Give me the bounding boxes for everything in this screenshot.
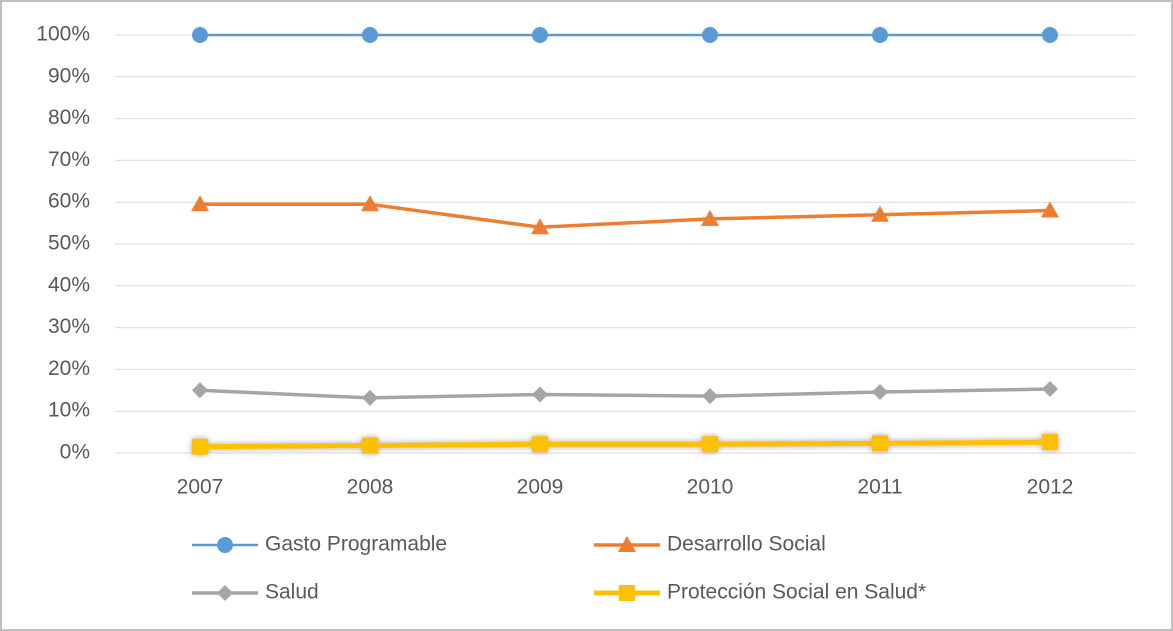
- marker: [531, 218, 549, 235]
- marker: [702, 388, 718, 405]
- marker: [872, 435, 888, 452]
- x-tick-label: 2010: [687, 476, 734, 499]
- marker: [362, 27, 378, 43]
- marker: [871, 205, 889, 222]
- y-tick-label: 60%: [48, 190, 90, 213]
- marker: [532, 27, 548, 43]
- series-line: [199, 387, 1051, 400]
- marker: [361, 195, 379, 212]
- marker: [191, 195, 209, 212]
- y-tick-label: 0%: [60, 441, 90, 464]
- marker: [618, 536, 636, 552]
- marker: [872, 27, 888, 43]
- y-tick-label: 70%: [48, 148, 90, 171]
- marker: [532, 386, 548, 403]
- y-tick-label: 20%: [48, 357, 90, 380]
- legend-label: Gasto Programable: [265, 533, 447, 556]
- marker: [1042, 434, 1058, 451]
- marker: [192, 438, 208, 455]
- series: [192, 27, 1058, 43]
- marker: [192, 27, 208, 43]
- marker: [362, 389, 378, 406]
- x-tick-label: 2008: [347, 476, 394, 499]
- marker: [702, 436, 718, 453]
- marker: [532, 436, 548, 453]
- y-tick-label: 40%: [48, 273, 90, 296]
- marker: [217, 585, 233, 601]
- marker: [702, 27, 718, 43]
- marker: [362, 437, 378, 454]
- x-tick-label: 2007: [177, 476, 224, 499]
- y-tick-label: 100%: [36, 23, 90, 46]
- marker: [217, 537, 233, 553]
- y-tick-label: 80%: [48, 106, 90, 129]
- x-tick-label: 2009: [517, 476, 564, 499]
- series-line: [200, 202, 1051, 230]
- legend-label: Protección Social en Salud*: [667, 581, 926, 604]
- marker: [701, 209, 719, 226]
- y-tick-label: 50%: [48, 232, 90, 255]
- marker: [1042, 381, 1058, 398]
- y-tick-label: 10%: [48, 399, 90, 422]
- series-line: [199, 439, 1051, 450]
- marker: [1041, 201, 1059, 218]
- x-tick-label: 2012: [1027, 476, 1074, 499]
- legend-label: Salud: [265, 581, 319, 604]
- marker: [1042, 27, 1058, 43]
- marker: [192, 382, 208, 399]
- marker: [872, 383, 888, 400]
- x-tick-label: 2011: [857, 476, 902, 499]
- legend-label: Desarrollo Social: [667, 533, 826, 556]
- series: [192, 381, 1058, 406]
- y-tick-label: 30%: [48, 315, 90, 338]
- marker: [619, 585, 635, 601]
- y-tick-label: 90%: [48, 64, 90, 87]
- series: [191, 195, 1059, 235]
- series: [192, 434, 1058, 455]
